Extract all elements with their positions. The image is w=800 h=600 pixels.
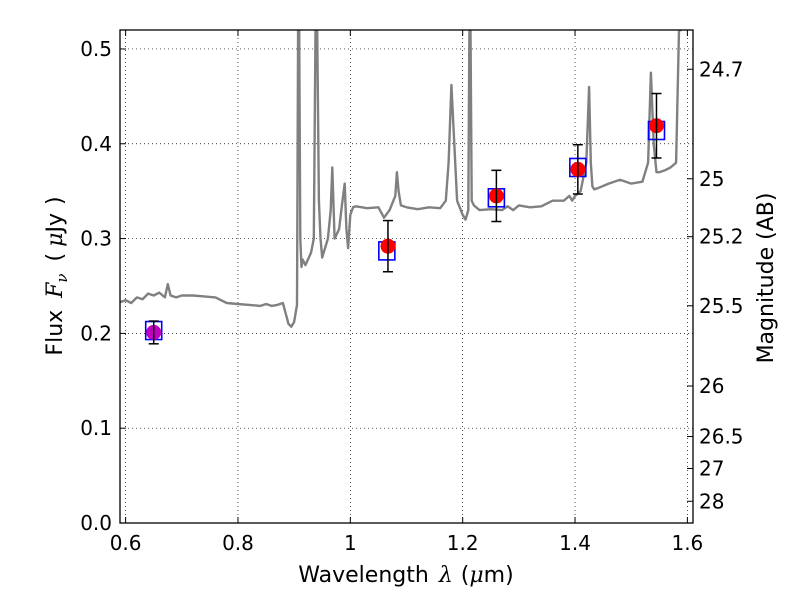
plot-frame	[119, 29, 694, 524]
y2-tick-label: 25.2	[699, 225, 744, 249]
x-tick-label: 1.6	[671, 531, 703, 555]
x-tick-label: 0.8	[222, 531, 254, 555]
x-tick-label: 0.6	[110, 531, 142, 555]
y2-axis-ticks: 24.7 25 25.2 25.5 26 26.5 27 28	[687, 57, 744, 513]
spectrum-line	[120, 30, 682, 328]
spectrum-series	[120, 30, 682, 328]
y-tick-label: 0.5	[80, 37, 112, 61]
x-axis-label: Wavelength λ (μm)	[298, 563, 513, 588]
y2-tick-label: 26.5	[699, 425, 744, 449]
y2-tick-label: 28	[699, 489, 724, 513]
x-axis-ticks: 0.6 0.8 1 1.2 1.4 1.6	[110, 30, 703, 555]
y-tick-label: 0.2	[80, 321, 112, 345]
x-tick-label: 1.4	[559, 531, 591, 555]
y-tick-label: 0.0	[80, 511, 112, 535]
y-axis-ticks: 0.0 0.1 0.2 0.3 0.4 0.5	[80, 37, 126, 535]
y2-tick-label: 27	[699, 456, 724, 480]
y2-tick-label: 25	[699, 167, 724, 191]
y2-axis-label: Magnitude (AB)	[754, 193, 779, 364]
observed-points-series	[146, 92, 664, 345]
y2-tick-label: 24.7	[699, 57, 744, 81]
y2-tick-label: 25.5	[699, 294, 744, 318]
y-tick-label: 0.4	[80, 132, 112, 156]
x-tick-label: 1.2	[447, 531, 479, 555]
y-tick-label: 0.3	[80, 227, 112, 251]
x-tick-label: 1	[344, 531, 357, 555]
y-axis-label: FluxFν(μJy)	[43, 196, 71, 355]
y2-tick-label: 26	[699, 374, 724, 398]
plot-background	[120, 30, 693, 523]
y-tick-label: 0.1	[80, 416, 112, 440]
